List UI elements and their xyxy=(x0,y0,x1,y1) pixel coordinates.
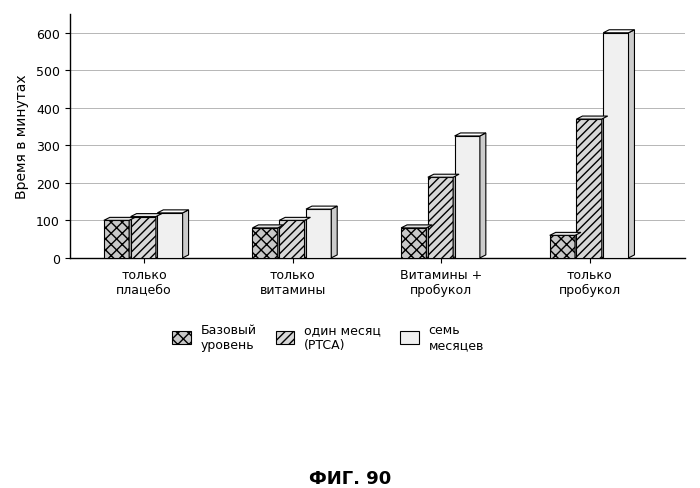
Text: ФИГ. 90: ФИГ. 90 xyxy=(309,469,391,487)
Polygon shape xyxy=(104,218,135,221)
Polygon shape xyxy=(253,228,278,258)
Polygon shape xyxy=(158,210,188,213)
Polygon shape xyxy=(428,178,453,258)
Polygon shape xyxy=(577,120,602,258)
Polygon shape xyxy=(575,233,581,258)
Polygon shape xyxy=(629,31,634,258)
Polygon shape xyxy=(253,225,284,228)
Polygon shape xyxy=(550,236,575,258)
Polygon shape xyxy=(401,228,426,258)
Polygon shape xyxy=(480,134,486,258)
Polygon shape xyxy=(603,34,629,258)
Polygon shape xyxy=(331,207,337,258)
Polygon shape xyxy=(306,207,337,210)
Polygon shape xyxy=(129,218,135,258)
Polygon shape xyxy=(401,225,433,228)
Polygon shape xyxy=(454,137,480,258)
Polygon shape xyxy=(304,218,310,258)
Polygon shape xyxy=(603,31,634,34)
Polygon shape xyxy=(183,210,188,258)
Polygon shape xyxy=(577,117,608,120)
Polygon shape xyxy=(602,117,608,258)
Polygon shape xyxy=(279,221,304,258)
Legend: Базовый
уровень, один месяц
(PTCA), семь
месяцев: Базовый уровень, один месяц (PTCA), семь… xyxy=(167,318,489,356)
Polygon shape xyxy=(550,233,581,236)
Polygon shape xyxy=(453,175,459,258)
Y-axis label: Время в минутах: Время в минутах xyxy=(15,75,29,199)
Polygon shape xyxy=(279,218,310,221)
Polygon shape xyxy=(131,214,162,217)
Polygon shape xyxy=(426,225,433,258)
Polygon shape xyxy=(454,134,486,137)
Polygon shape xyxy=(158,213,183,258)
Polygon shape xyxy=(278,225,284,258)
Polygon shape xyxy=(428,175,459,178)
Polygon shape xyxy=(104,221,129,258)
Polygon shape xyxy=(156,214,162,258)
Polygon shape xyxy=(131,217,156,258)
Polygon shape xyxy=(306,210,331,258)
